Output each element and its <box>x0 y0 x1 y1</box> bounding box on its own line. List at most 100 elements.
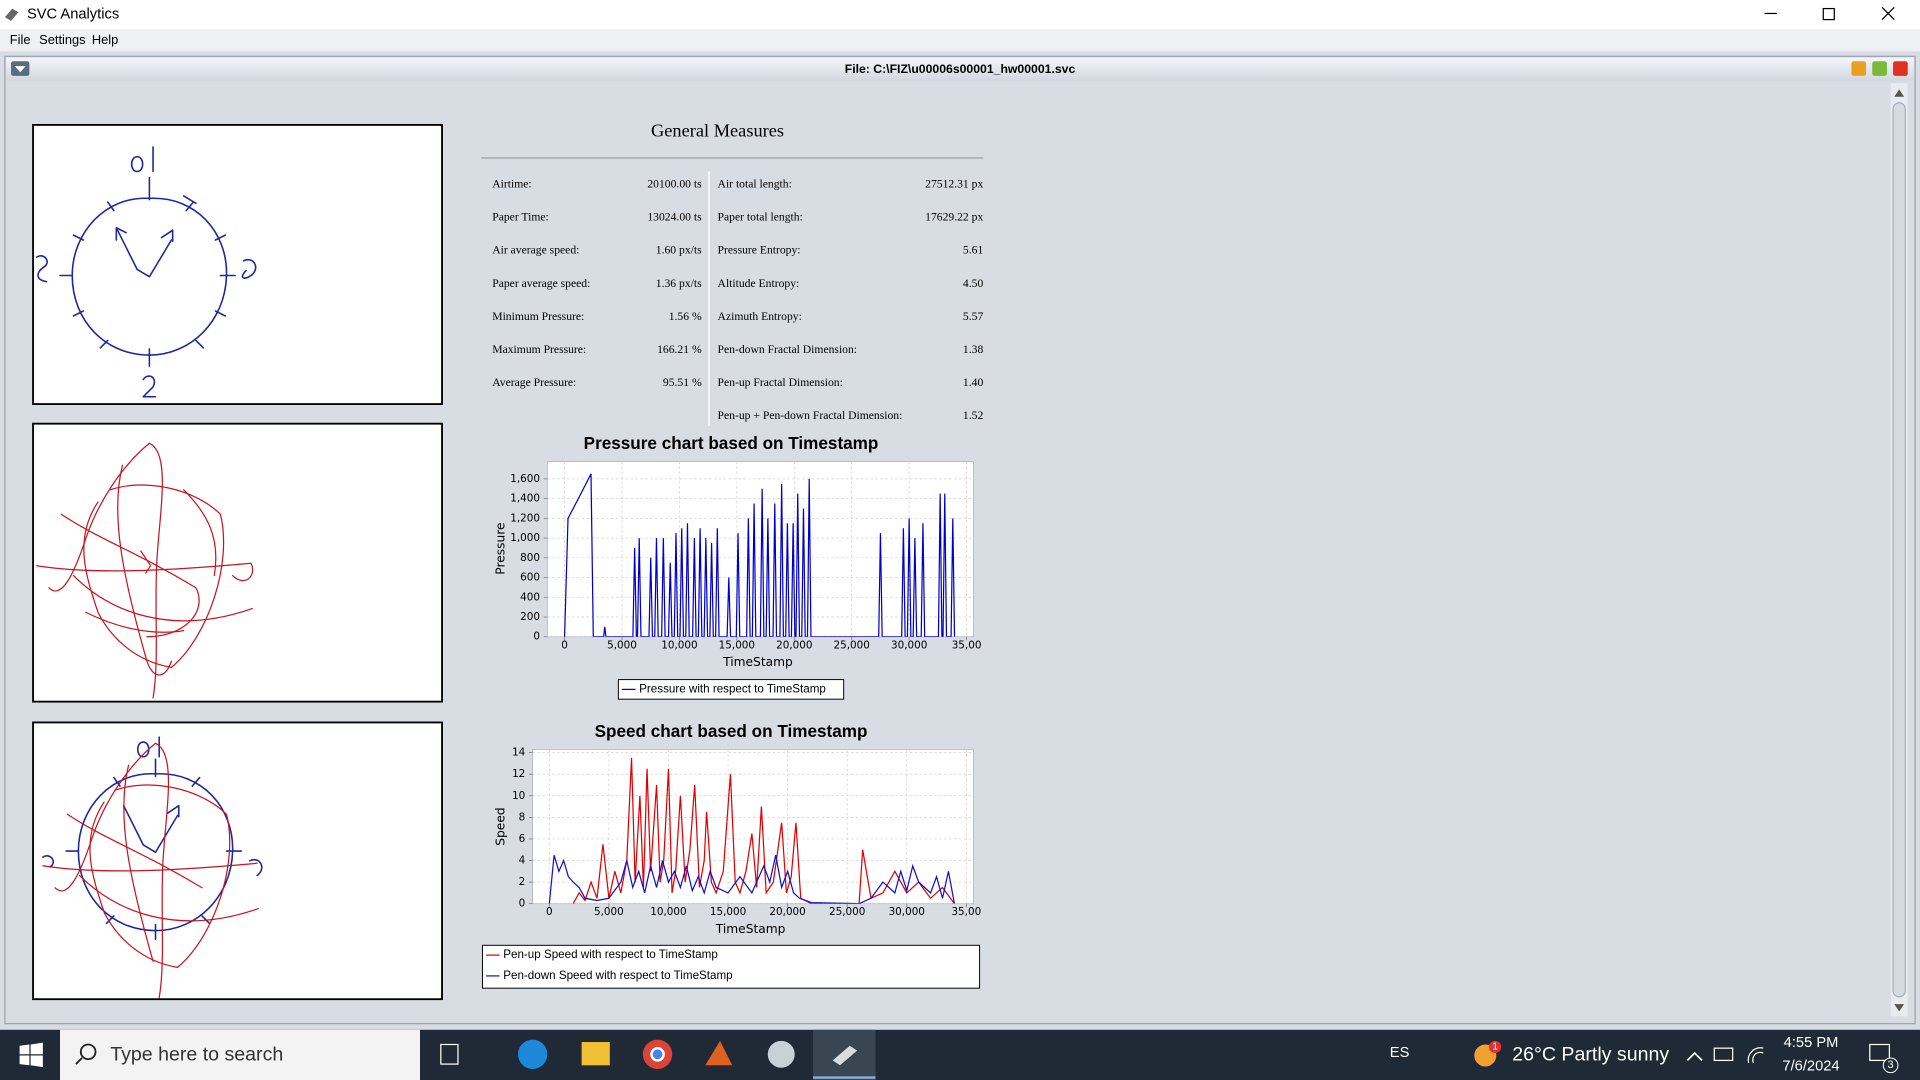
app-icon <box>4 8 19 21</box>
y-tick-label: 800 <box>520 552 540 564</box>
x-tick-label: 35,00 <box>951 906 981 918</box>
frame-header <box>6 57 1914 81</box>
measure-label: Minimum Pressure: <box>492 310 584 323</box>
pen-up-drawing <box>36 442 254 699</box>
measure-value: 95.51 % <box>663 376 702 389</box>
chart-title: Pressure chart based on Timestamp <box>584 433 879 453</box>
x-tick-label: 0 <box>546 906 553 918</box>
notification-badge-circle <box>1882 1057 1899 1074</box>
legend-label: Pressure with respect to TimeStamp <box>639 682 826 695</box>
pen-up-panel <box>32 422 443 703</box>
y-tick-label: 1,200 <box>510 512 540 524</box>
y-tick-label: 400 <box>520 591 540 603</box>
measure-value: 1.60 px/ts <box>656 244 702 257</box>
x-tick-label: 10,000 <box>650 906 686 918</box>
measure-label: Pen-down Fractal Dimension: <box>718 343 857 356</box>
start-button[interactable] <box>19 1042 43 1068</box>
measure-label: Maximum Pressure: <box>492 343 586 356</box>
measure-label: Pressure Entropy: <box>718 244 801 257</box>
y-tick-label: 600 <box>520 572 540 584</box>
x-tick-label: 5,000 <box>594 906 624 918</box>
measure-value: 1.52 <box>963 409 984 422</box>
language[interactable]: ES <box>1390 1045 1410 1061</box>
measure-value: 4.50 <box>963 277 984 290</box>
restore-button[interactable] <box>1822 7 1835 21</box>
menu-item[interactable]: Settings <box>39 32 85 47</box>
paint-icon[interactable] <box>767 1040 795 1068</box>
measure-label: Altitude Entropy: <box>718 277 800 290</box>
measure-label: Air average speed: <box>492 244 579 257</box>
legend <box>617 679 845 700</box>
x-tick-label: 20,000 <box>776 639 812 651</box>
search-placeholder: Type here to search <box>110 1044 283 1066</box>
frame-menu-arrow <box>14 66 26 73</box>
svc-icon <box>832 1045 858 1066</box>
y-tick-label: 1,400 <box>510 493 540 505</box>
x-tick-label: 5,000 <box>607 639 637 651</box>
close-button[interactable] <box>1881 6 1895 21</box>
measure-value: 20100.00 ts <box>647 178 702 191</box>
x-tick-label: 10,000 <box>661 639 697 651</box>
measure-value: 17629.22 px <box>925 211 983 224</box>
combined-drawing <box>42 736 263 999</box>
x-tick-label: 25,000 <box>834 639 870 651</box>
scrollbar-thumb[interactable] <box>1892 102 1906 998</box>
measure-value: 1.56 % <box>669 310 702 323</box>
weather-badge: 1 <box>1492 1042 1497 1053</box>
network-icon[interactable] <box>1747 1047 1764 1064</box>
data-line <box>548 854 956 904</box>
search-box[interactable] <box>60 1029 420 1080</box>
menu-item[interactable]: Help <box>92 32 118 47</box>
clock-time[interactable]: 4:55 PM <box>1784 1035 1839 1051</box>
chart: Pressure chart based on Timestamp 0 200 400… <box>493 433 981 700</box>
y-tick-label: 1,600 <box>510 473 540 485</box>
search-icon <box>79 1043 97 1061</box>
tray-chevron[interactable] <box>1686 1051 1703 1062</box>
measure-label: Pen-up Fractal Dimension: <box>718 376 843 389</box>
y-tick-label: 12 <box>512 768 525 780</box>
chart-title: Speed chart based on Timestamp <box>595 721 868 741</box>
measure-value: 5.61 <box>963 244 984 257</box>
measure-label: Air total length: <box>718 178 792 191</box>
y-tick-label: 10 <box>512 790 525 802</box>
x-tick-label: 30,000 <box>891 639 927 651</box>
measure-label: Average Pressure: <box>492 376 576 389</box>
explorer-icon[interactable] <box>581 1042 610 1066</box>
y-tick-label: 8 <box>519 811 526 823</box>
y-axis-label: Pressure <box>493 522 507 574</box>
data-line <box>563 473 956 637</box>
chart: Speed chart based on Timestamp 0 2 4 6 8 10 12 1… <box>481 721 981 989</box>
chrome-icon-center <box>650 1046 665 1062</box>
weather[interactable]: 26°C Partly sunny <box>1512 1044 1669 1066</box>
battery-icon[interactable] <box>1713 1047 1734 1062</box>
legend-label: Pen-up Speed with respect to TimeStamp <box>503 948 718 961</box>
pen-down-panel <box>32 123 443 405</box>
measure-label: Paper average speed: <box>492 277 590 290</box>
weather-badge-circle <box>1488 1040 1502 1054</box>
clock-date[interactable]: 7/6/2024 <box>1782 1058 1839 1074</box>
menu-item[interactable]: File <box>10 32 31 47</box>
y-tick-label: 6 <box>519 833 526 845</box>
frame-minimize[interactable] <box>1851 61 1867 76</box>
measure-label: Airtime: <box>492 178 531 191</box>
frame-close[interactable] <box>1893 61 1908 76</box>
x-tick-label: 30,000 <box>889 906 925 918</box>
x-axis-label: TimeStamp <box>722 655 793 669</box>
frame-title: File: C:\FIZ\u00006s00001_hw00001.svc <box>845 62 1076 76</box>
data-line <box>572 757 955 904</box>
y-tick-label: 0 <box>519 898 526 910</box>
task-view[interactable] <box>440 1043 459 1065</box>
y-tick-label: 0 <box>533 631 540 643</box>
measure-label: Azimuth Entropy: <box>718 310 802 323</box>
y-tick-label: 4 <box>519 855 526 867</box>
search-icon-handle <box>75 1057 83 1065</box>
measure-label: Paper Time: <box>492 211 549 224</box>
frame-maximize[interactable] <box>1872 61 1887 76</box>
matlab-icon[interactable] <box>705 1040 733 1066</box>
notification-icon[interactable] <box>1869 1043 1890 1062</box>
legend <box>481 944 981 989</box>
x-axis-label: TimeStamp <box>715 922 786 936</box>
edge-icon[interactable] <box>517 1039 548 1069</box>
